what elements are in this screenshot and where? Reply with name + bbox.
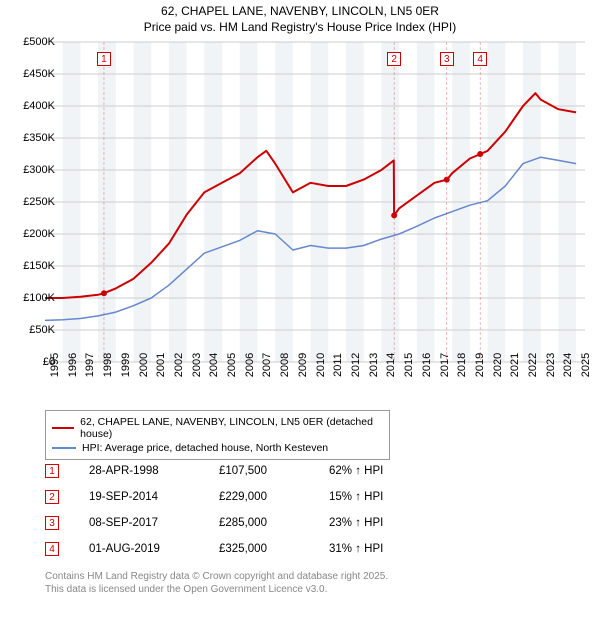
x-tick-label: 2001 <box>155 353 167 377</box>
x-tick-label: 2023 <box>545 353 557 377</box>
y-tick-label: £450K <box>23 68 55 80</box>
x-tick-label: 1996 <box>67 353 79 377</box>
y-tick-label: £350K <box>23 132 55 144</box>
x-tick-label: 1997 <box>84 353 96 377</box>
x-tick-label: 2016 <box>421 353 433 377</box>
x-tick-label: 2015 <box>403 353 415 377</box>
legend: 62, CHAPEL LANE, NAVENBY, LINCOLN, LN5 0… <box>45 410 390 460</box>
sale-marker-4: 4 <box>473 52 487 66</box>
sale-marker-1: 1 <box>97 52 111 66</box>
sales-date: 19-SEP-2014 <box>89 491 189 503</box>
legend-row: 62, CHAPEL LANE, NAVENBY, LINCOLN, LN5 0… <box>52 415 383 441</box>
x-tick-label: 2019 <box>474 353 486 377</box>
sales-marker: 1 <box>45 464 59 478</box>
legend-swatch <box>52 447 76 449</box>
sale-marker-2: 2 <box>387 52 401 66</box>
x-tick-label: 2024 <box>562 353 574 377</box>
x-tick-label: 2018 <box>456 353 468 377</box>
x-tick-label: 2013 <box>368 353 380 377</box>
x-tick-label: 1999 <box>120 353 132 377</box>
sales-row: 1 28-APR-1998 £107,500 62% ↑ HPI <box>45 458 419 484</box>
legend-row: HPI: Average price, detached house, Nort… <box>52 441 383 455</box>
x-tick-label: 2008 <box>279 353 291 377</box>
sales-date: 08-SEP-2017 <box>89 517 189 529</box>
legend-label: 62, CHAPEL LANE, NAVENBY, LINCOLN, LN5 0… <box>80 416 383 440</box>
y-tick-label: £400K <box>23 100 55 112</box>
sales-date: 01-AUG-2019 <box>89 543 189 555</box>
x-tick-label: 2025 <box>580 353 592 377</box>
x-tick-label: 2009 <box>297 353 309 377</box>
x-tick-label: 2010 <box>315 353 327 377</box>
x-tick-label: 2002 <box>173 353 185 377</box>
x-tick-label: 2011 <box>332 353 344 377</box>
sales-price: £325,000 <box>219 543 299 555</box>
sales-marker: 2 <box>45 490 59 504</box>
sales-price: £107,500 <box>219 465 299 477</box>
footer-line-1: Contains HM Land Registry data © Crown c… <box>45 570 388 583</box>
title-line-2: Price paid vs. HM Land Registry's House … <box>0 20 600 36</box>
x-tick-label: 1995 <box>49 353 61 377</box>
footer-note: Contains HM Land Registry data © Crown c… <box>45 570 388 596</box>
y-tick-label: £200K <box>23 228 55 240</box>
y-tick-label: £250K <box>23 196 55 208</box>
chart-title: 62, CHAPEL LANE, NAVENBY, LINCOLN, LN5 0… <box>0 0 600 35</box>
x-tick-label: 2022 <box>527 353 539 377</box>
chart-svg <box>45 42 585 362</box>
y-tick-label: £300K <box>23 164 55 176</box>
x-tick-label: 2007 <box>261 353 273 377</box>
sales-marker: 3 <box>45 516 59 530</box>
x-tick-label: 2005 <box>226 353 238 377</box>
x-tick-label: 2014 <box>385 353 397 377</box>
x-tick-label: 2003 <box>191 353 203 377</box>
footer-line-2: This data is licensed under the Open Gov… <box>45 583 388 596</box>
sales-marker: 4 <box>45 542 59 556</box>
y-tick-label: £150K <box>23 260 55 272</box>
y-tick-label: £50K <box>29 324 55 336</box>
sales-row: 3 08-SEP-2017 £285,000 23% ↑ HPI <box>45 510 419 536</box>
legend-label: HPI: Average price, detached house, Nort… <box>82 442 328 454</box>
sales-price: £285,000 <box>219 517 299 529</box>
y-tick-label: £100K <box>23 292 55 304</box>
legend-swatch <box>52 427 74 429</box>
sales-price: £229,000 <box>219 491 299 503</box>
sales-pct: 31% ↑ HPI <box>329 543 419 555</box>
sales-row: 4 01-AUG-2019 £325,000 31% ↑ HPI <box>45 536 419 562</box>
x-tick-label: 2006 <box>244 353 256 377</box>
x-tick-label: 2021 <box>509 353 521 377</box>
chart-area <box>45 42 585 362</box>
sales-pct: 15% ↑ HPI <box>329 491 419 503</box>
x-tick-label: 2020 <box>492 353 504 377</box>
x-tick-label: 2000 <box>138 353 150 377</box>
y-tick-label: £500K <box>23 36 55 48</box>
sales-pct: 23% ↑ HPI <box>329 517 419 529</box>
x-tick-label: 2012 <box>350 353 362 377</box>
sales-table: 1 28-APR-1998 £107,500 62% ↑ HPI 2 19-SEP-201… <box>45 458 419 562</box>
x-tick-label: 1998 <box>102 353 114 377</box>
title-line-1: 62, CHAPEL LANE, NAVENBY, LINCOLN, LN5 0… <box>0 4 600 20</box>
sales-date: 28-APR-1998 <box>89 465 189 477</box>
sales-pct: 62% ↑ HPI <box>329 465 419 477</box>
sale-marker-3: 3 <box>440 52 454 66</box>
x-tick-label: 2017 <box>439 353 451 377</box>
x-tick-label: 2004 <box>208 353 220 377</box>
sales-row: 2 19-SEP-2014 £229,000 15% ↑ HPI <box>45 484 419 510</box>
